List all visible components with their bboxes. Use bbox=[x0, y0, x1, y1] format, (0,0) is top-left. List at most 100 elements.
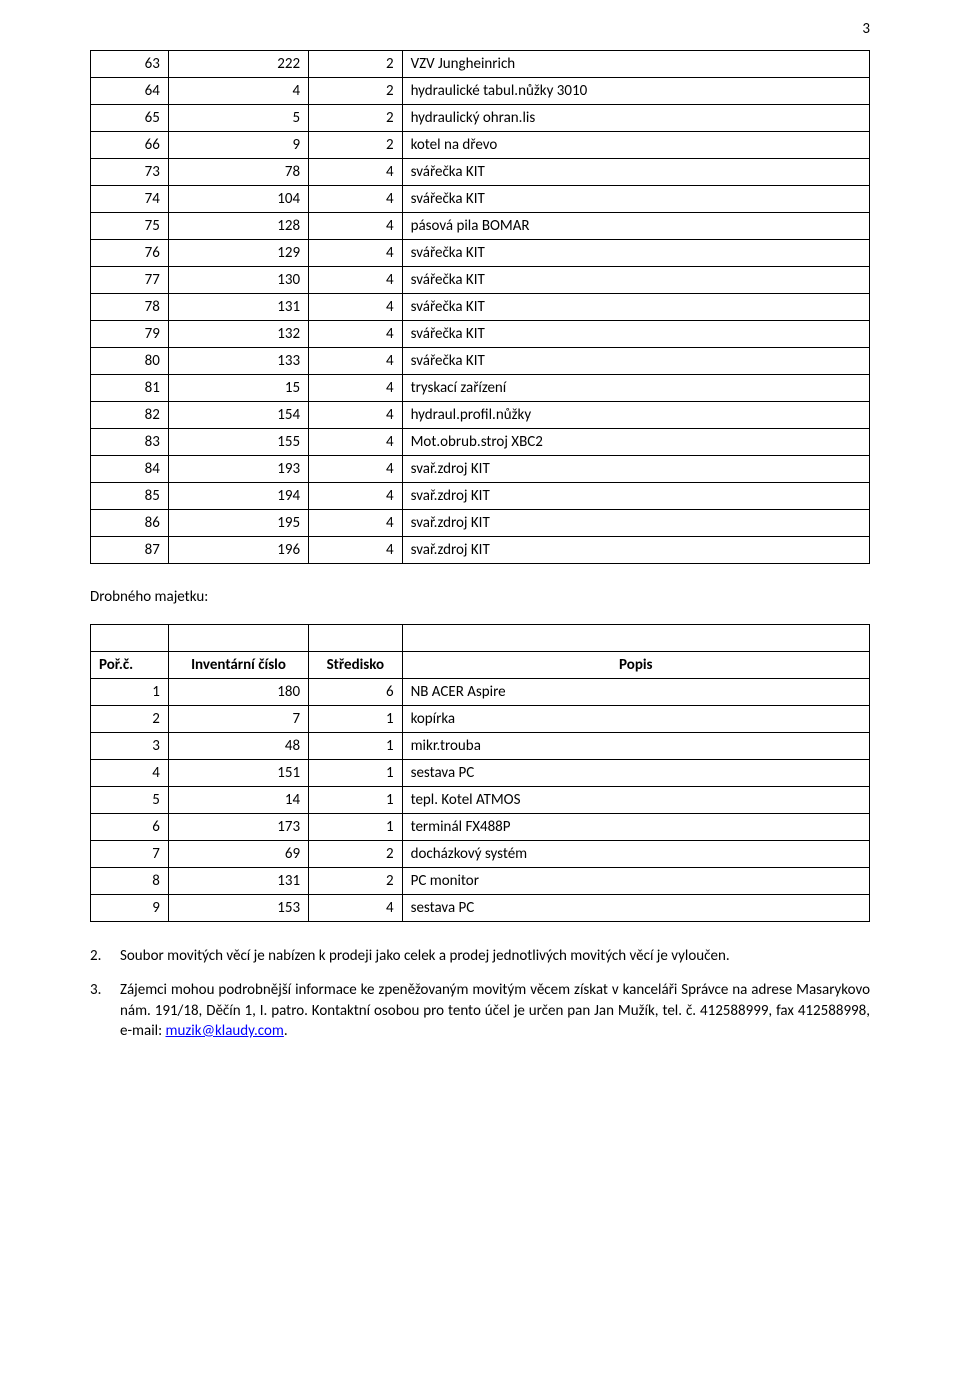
table-cell: 194 bbox=[168, 483, 308, 510]
table-cell: 76 bbox=[91, 240, 169, 267]
table-row: 11806NB ACER Aspire bbox=[91, 679, 870, 706]
table-header-cell: Popis bbox=[402, 652, 869, 679]
table-cell: 87 bbox=[91, 537, 169, 564]
table-cell: 4 bbox=[309, 537, 402, 564]
table-row: 751284pásová pila BOMAR bbox=[91, 213, 870, 240]
table-cell: Mot.obrub.stroj XBC2 bbox=[402, 429, 869, 456]
paragraph-3: 3. Zájemci mohou podrobnější informace k… bbox=[90, 980, 870, 1041]
table-cell: tepl. Kotel ATMOS bbox=[402, 787, 869, 814]
table-cell: svař.zdroj KIT bbox=[402, 510, 869, 537]
table-row: 41511sestava PC bbox=[91, 760, 870, 787]
table-cell: 1 bbox=[309, 814, 402, 841]
table-cell: svářečka KIT bbox=[402, 348, 869, 375]
table-cell: 195 bbox=[168, 510, 308, 537]
table-cell: 4 bbox=[309, 375, 402, 402]
table-cell: VZV Jungheinrich bbox=[402, 51, 869, 78]
table-row: 841934svař.zdroj KIT bbox=[91, 456, 870, 483]
table-cell: 78 bbox=[168, 159, 308, 186]
table-cell: 4 bbox=[309, 348, 402, 375]
table-cell: 85 bbox=[91, 483, 169, 510]
table-cell bbox=[91, 625, 169, 652]
table-row: 801334svářečka KIT bbox=[91, 348, 870, 375]
table-cell: 4 bbox=[168, 78, 308, 105]
table-cell: 1 bbox=[309, 787, 402, 814]
table-cell: 4 bbox=[309, 429, 402, 456]
table-cell: sestava PC bbox=[402, 760, 869, 787]
table-cell: 4 bbox=[91, 760, 169, 787]
table-cell: 151 bbox=[168, 760, 308, 787]
table-cell: 193 bbox=[168, 456, 308, 483]
table-cell: 2 bbox=[309, 132, 402, 159]
table-cell: 3 bbox=[91, 733, 169, 760]
table-cell: svářečka KIT bbox=[402, 321, 869, 348]
table-cell: 2 bbox=[309, 841, 402, 868]
table-cell: 153 bbox=[168, 895, 308, 922]
table-header-cell: Poř.č. bbox=[91, 652, 169, 679]
table-cell: svářečka KIT bbox=[402, 159, 869, 186]
table-cell: 9 bbox=[168, 132, 308, 159]
table-cell: kopírka bbox=[402, 706, 869, 733]
table-cell: 155 bbox=[168, 429, 308, 456]
table-cell bbox=[168, 625, 308, 652]
table-cell: 132 bbox=[168, 321, 308, 348]
table-row: 61731terminál FX488P bbox=[91, 814, 870, 841]
text-after-link: . bbox=[284, 1022, 288, 1040]
table-cell: hydraulické tabul.nůžky 3010 bbox=[402, 78, 869, 105]
table-cell: 6 bbox=[91, 814, 169, 841]
table-cell: 154 bbox=[168, 402, 308, 429]
table-cell: 4 bbox=[309, 402, 402, 429]
table-cell bbox=[309, 625, 402, 652]
table-cell: 222 bbox=[168, 51, 308, 78]
table-row: 831554Mot.obrub.stroj XBC2 bbox=[91, 429, 870, 456]
item-number: 3. bbox=[90, 980, 108, 1041]
table-row: 3481mikr.trouba bbox=[91, 733, 870, 760]
table-cell: 63 bbox=[91, 51, 169, 78]
table-cell: hydraul.profil.nůžky bbox=[402, 402, 869, 429]
table-cell: 2 bbox=[309, 868, 402, 895]
table-row: 871964svař.zdroj KIT bbox=[91, 537, 870, 564]
table-cell: 74 bbox=[91, 186, 169, 213]
table-row-blank bbox=[91, 625, 870, 652]
table-cell: 66 bbox=[91, 132, 169, 159]
table-cell: NB ACER Aspire bbox=[402, 679, 869, 706]
table-cell: hydraulický ohran.lis bbox=[402, 105, 869, 132]
table-cell: 73 bbox=[91, 159, 169, 186]
table-cell: 4 bbox=[309, 510, 402, 537]
table-cell: 78 bbox=[91, 294, 169, 321]
table-cell: 173 bbox=[168, 814, 308, 841]
table-cell: 2 bbox=[91, 706, 169, 733]
table-row: 73784svářečka KIT bbox=[91, 159, 870, 186]
table-cell: 80 bbox=[91, 348, 169, 375]
table-cell bbox=[402, 625, 869, 652]
table-cell: 9 bbox=[91, 895, 169, 922]
table-cell: 86 bbox=[91, 510, 169, 537]
table-cell: 1 bbox=[91, 679, 169, 706]
table-cell: 2 bbox=[309, 78, 402, 105]
table-header-cell: Středisko bbox=[309, 652, 402, 679]
table-cell: 4 bbox=[309, 213, 402, 240]
table-cell: 82 bbox=[91, 402, 169, 429]
table-row: 791324svářečka KIT bbox=[91, 321, 870, 348]
table-cell: 6 bbox=[309, 679, 402, 706]
table-cell: 65 bbox=[91, 105, 169, 132]
table-cell: 130 bbox=[168, 267, 308, 294]
page-number: 3 bbox=[862, 20, 870, 38]
table-cell: 79 bbox=[91, 321, 169, 348]
table-cell: sestava PC bbox=[402, 895, 869, 922]
table-cell: svař.zdroj KIT bbox=[402, 456, 869, 483]
table-cell: 7 bbox=[168, 706, 308, 733]
table-cell: 1 bbox=[309, 760, 402, 787]
table-cell: pásová pila BOMAR bbox=[402, 213, 869, 240]
table-cell: svářečka KIT bbox=[402, 186, 869, 213]
table-cell: 2 bbox=[309, 51, 402, 78]
table-cell: 4 bbox=[309, 186, 402, 213]
table-row: 771304svářečka KIT bbox=[91, 267, 870, 294]
table-cell: 84 bbox=[91, 456, 169, 483]
table-cell: 15 bbox=[168, 375, 308, 402]
email-link[interactable]: muzik@klaudy.com bbox=[166, 1022, 284, 1040]
table-cell: 180 bbox=[168, 679, 308, 706]
table-cell: 4 bbox=[309, 294, 402, 321]
table-cell: 4 bbox=[309, 895, 402, 922]
table-cell: kotel na dřevo bbox=[402, 132, 869, 159]
table-row: 781314svářečka KIT bbox=[91, 294, 870, 321]
